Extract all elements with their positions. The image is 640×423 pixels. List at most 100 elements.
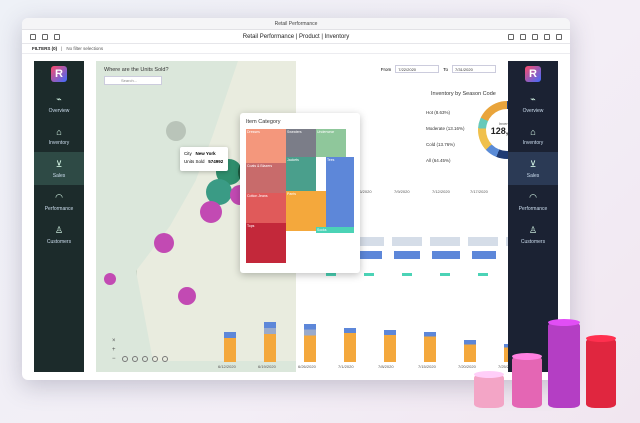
stack-bar[interactable] [344,328,356,362]
sidebar-item-performance[interactable]: ◠ Performance [518,192,548,212]
globe-icon[interactable] [152,356,158,362]
chart-icon: ⌁ [530,94,536,104]
map-zoom-controls[interactable]: × + − [112,338,116,362]
save-icon[interactable] [42,33,48,40]
bar[interactable] [440,273,450,276]
map-bubble[interactable] [178,287,196,305]
page-title: Retail Performance | Product | Inventory [242,33,350,40]
sidebar-item-customers[interactable]: ♙ Customers [520,225,546,245]
bar[interactable] [430,237,460,246]
donut-center-value: 128,300 [490,126,524,136]
to-date-input[interactable]: 7/31/2020 [452,65,496,73]
chart-icon: ⌁ [56,94,62,104]
treemap: Dresses Coats & Blazers Cotton Jeans Top… [246,129,354,267]
decorative-cylinder [474,374,504,408]
sidebar-item-customers[interactable]: ♙ Customers [46,225,72,245]
bar[interactable] [472,251,496,259]
treemap-tile[interactable]: Pants [286,191,326,231]
bar[interactable] [468,237,498,246]
bar[interactable] [392,237,422,246]
sidebar-item-inventory[interactable]: ⌂ Inventory [48,127,70,146]
sidebar-item-sales[interactable]: ⊻ Sales [508,152,558,185]
zoom-out-icon[interactable]: − [112,356,116,362]
menu-icon[interactable] [556,33,562,40]
select-icon[interactable] [122,356,128,362]
sidebar-item-sales[interactable]: ⊻ Sales [34,152,84,185]
treemap-tile[interactable]: Jackets [286,157,316,191]
sidebar-item-inventory[interactable]: ⌂ Inventory [522,127,544,146]
bar[interactable] [358,251,382,259]
cart-icon: ⊻ [529,159,537,169]
treemap-tile[interactable]: Tees [326,157,354,227]
bar[interactable] [394,251,420,259]
bottom-dates: 6/12/2020 6/19/2020 6/26/2020 7/1/2020 7… [218,364,516,369]
bar[interactable] [402,273,412,276]
map-bubble[interactable] [104,273,116,285]
circle-icon[interactable] [142,356,148,362]
treemap-tile[interactable]: Coats & Blazers [246,163,286,193]
filters-text: No filter selections [66,46,104,51]
treemap-tile[interactable]: Tops [246,223,286,263]
from-date-input[interactable]: 7/22/2020 [395,65,440,73]
stack-bar[interactable] [424,332,436,362]
treemap-tile[interactable]: Sweaters [286,129,316,157]
sidebar-left: R ⌁ Overview ⌂ Inventory ⊻ Sales ◠ Performan… [34,61,84,372]
decorative-cylinder [512,356,542,408]
map-toolbar[interactable] [122,356,168,362]
treemap-tile[interactable]: Socks [316,227,354,233]
lasso-icon[interactable] [132,356,138,362]
map-title: Where are the Units Sold? [104,67,169,73]
filters-count: FILTERS (0) [32,46,58,51]
treemap-tile[interactable]: Cotton Jeans [246,193,286,223]
title-bar: Retail Performance | Product | Inventory [22,30,570,44]
decorative-cylinder [548,322,580,408]
close-icon[interactable]: × [112,338,116,344]
stack-bar[interactable] [264,322,276,362]
layers-icon[interactable] [162,356,168,362]
search-icon[interactable] [508,33,514,40]
treemap-tile[interactable]: Dresses [246,129,286,163]
bar[interactable] [478,273,488,276]
map-bubble[interactable] [166,121,186,141]
map-search-input[interactable]: Search... [104,76,162,85]
map-tooltip: City New York Units Sold 574992 [180,147,228,171]
share-icon[interactable] [544,33,550,40]
bar[interactable] [432,251,460,259]
map-bubble[interactable] [200,201,222,223]
map-bubble[interactable] [154,233,174,253]
monitor-frame: Retail Performance Retail Performance | … [22,18,570,380]
app-topbar: Retail Performance [22,18,570,30]
stack-bar[interactable] [304,324,316,362]
filter-bar[interactable]: FILTERS (0) | No filter selections [22,44,570,54]
sidebar-item-overview[interactable]: ⌁ Overview [48,94,70,114]
date-range: From 7/22/2020 To 7/31/2020 [381,65,496,73]
warehouse-icon: ⌂ [56,127,62,137]
warehouse-icon: ⌂ [530,127,536,137]
donut-center-label: Inventory [498,121,516,126]
season-legend: Hot (8.63%) Moderate (13.16%) Cold (13.7… [426,110,465,163]
bar[interactable] [364,273,374,276]
stack-bar[interactable] [384,330,396,362]
sidebar-item-performance[interactable]: ◠ Performance [44,192,74,212]
app-logo: R [508,61,558,87]
treemap-tile[interactable]: Underwear [316,129,346,157]
undo-icon[interactable] [54,33,60,40]
gauge-icon: ◠ [55,192,63,202]
layout-icon[interactable] [30,33,36,40]
item-category-card[interactable]: Item Category Dresses Coats & Blazers Co… [240,113,360,273]
filter-icon[interactable] [520,33,526,40]
bar[interactable] [354,237,384,246]
season-title: Inventory by Season Code [431,91,496,97]
bar[interactable] [326,273,336,276]
gauge-icon: ◠ [529,192,537,202]
zoom-in-icon[interactable]: + [112,347,116,353]
stack-bar[interactable] [464,340,476,362]
map-bubble[interactable] [206,179,232,205]
app-logo: R [34,61,84,87]
person-icon: ♙ [54,225,64,235]
calendar-icon[interactable] [532,33,538,40]
person-icon: ♙ [528,225,538,235]
dashboard: R ⌁ Overview ⌂ Inventory ⊻ Sales ◠ Performan… [34,55,558,372]
stack-bar[interactable] [224,332,236,362]
sidebar-item-overview[interactable]: ⌁ Overview [522,94,544,114]
